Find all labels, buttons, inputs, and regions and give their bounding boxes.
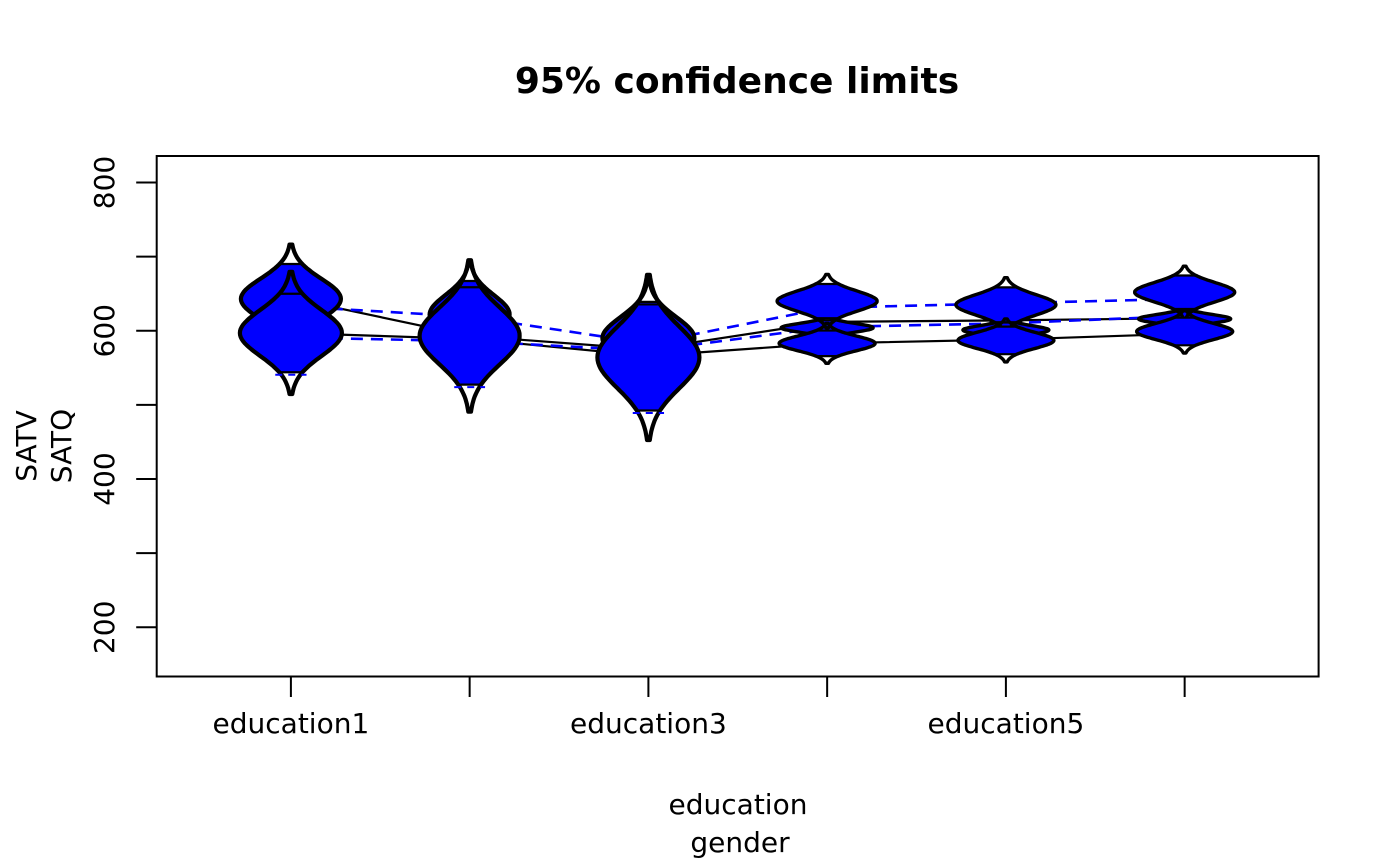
catseye-eye [777, 321, 877, 365]
y-axis-label-satv: SATV [10, 410, 43, 482]
y-tick-label-600: 600 [88, 304, 121, 357]
eye-fill [957, 326, 1054, 355]
eye-outline [956, 317, 1056, 364]
catseye-eye [237, 269, 344, 397]
eye-fill [779, 330, 876, 357]
x-tick-label-education5: education5 [928, 707, 1085, 740]
eye-outline [775, 272, 879, 330]
catseye-eye [417, 258, 522, 414]
catseye-cluster-2 [417, 258, 522, 414]
eye-outline [1135, 308, 1235, 355]
catseye-cluster-4 [775, 272, 879, 365]
catseye-eye [956, 317, 1056, 364]
eye-outline [595, 272, 702, 443]
x-tick-label-education3: education3 [570, 707, 727, 740]
eye-fill [419, 287, 520, 385]
eye-outline [954, 276, 1058, 334]
x-tick-label-education1: education1 [213, 707, 370, 740]
eye-outline [1133, 264, 1237, 320]
catseye-eye [595, 272, 702, 443]
y-tick-label-400: 400 [88, 452, 121, 505]
plot-box [155, 155, 1320, 678]
axes-layer: 200 400 600 800 education1 education3 educatio… [88, 155, 1320, 740]
eye-fill [955, 287, 1056, 323]
eye-fill [239, 293, 342, 373]
catseye-eye [1133, 264, 1237, 320]
catseye-eye [1135, 308, 1235, 355]
eye-outline [777, 321, 877, 365]
y-axis-label-satq: SATQ [45, 409, 78, 483]
y-tick-label-200: 200 [88, 601, 121, 654]
catseye-cluster-1 [237, 242, 344, 397]
x-axis-label-gender: gender [690, 826, 790, 859]
eye-outline [237, 269, 344, 397]
eye-fill [1136, 317, 1233, 346]
catseye-eye [775, 272, 879, 330]
chart-title: 95% confidence limits [515, 61, 959, 102]
catseye-cluster-6 [1133, 264, 1237, 355]
x-axis-label-education: education [669, 788, 808, 821]
catseye-cluster-3 [595, 272, 702, 443]
catseye-cluster-5 [954, 276, 1058, 364]
eye-outline [417, 258, 522, 414]
eye-fill [777, 284, 878, 319]
y-tick-label-800: 800 [88, 156, 121, 209]
eye-fill [597, 304, 700, 411]
catseye-eye [954, 276, 1058, 334]
eye-fill [1134, 275, 1235, 309]
catseye-violins-layer [237, 242, 1237, 443]
